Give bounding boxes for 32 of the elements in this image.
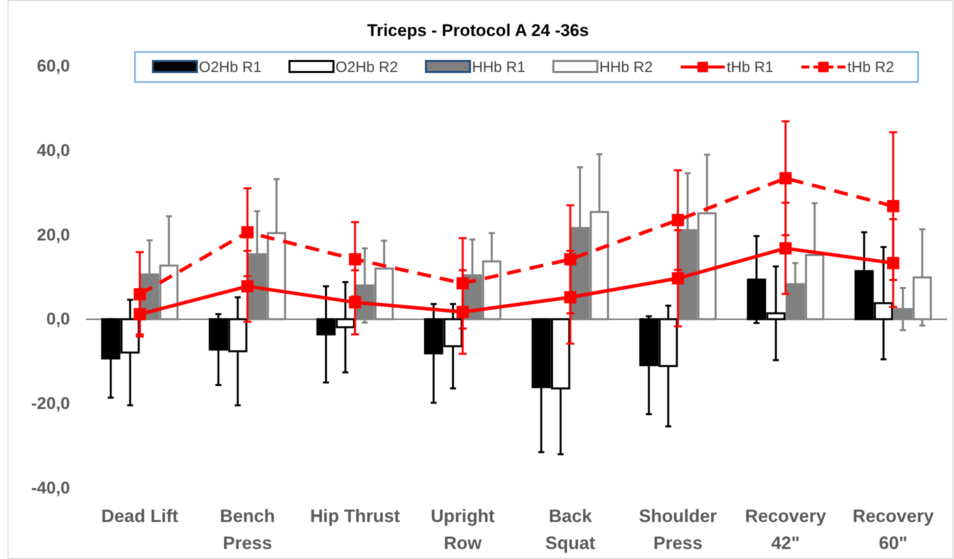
y-tick-label: -40,0	[31, 478, 70, 498]
point	[672, 272, 684, 284]
x-tick-label: Upright Row	[430, 506, 495, 553]
point	[887, 200, 900, 212]
y-tick-label: 60,0	[36, 56, 70, 76]
point	[564, 253, 576, 266]
legend-label: tHb R1	[726, 59, 774, 76]
point	[672, 214, 684, 226]
x-tick-label: Back Squat	[545, 506, 596, 553]
point	[241, 226, 254, 238]
legend-label: HHb R2	[599, 59, 653, 76]
legend-label: O2Hb R2	[335, 59, 398, 76]
point	[779, 242, 792, 254]
x-tick-label: Shoulder Press	[638, 506, 717, 553]
legend-label: HHb R1	[472, 59, 526, 76]
legend-label: tHb R2	[847, 59, 894, 76]
y-tick-label: 20,0	[36, 225, 70, 244]
point	[241, 280, 254, 292]
point	[134, 288, 146, 300]
x-tick-label: Dead Lift	[101, 506, 178, 526]
y-tick-label: -20,0	[31, 394, 70, 414]
y-tick-label: 40,0	[36, 140, 70, 160]
x-tick-label: Recovery 42"	[745, 506, 826, 553]
chart-title: Triceps - Protocol A 24 -36s	[367, 21, 589, 40]
x-tick-label: Bench Press	[220, 506, 275, 553]
point	[779, 172, 792, 184]
x-tick-label: Recovery 60"	[852, 506, 934, 553]
point	[456, 277, 469, 290]
y-tick-label: 0,0	[46, 310, 70, 329]
x-tick-label: Hip Thrust	[310, 506, 400, 526]
point	[348, 253, 362, 266]
legend-label: O2Hb R1	[198, 59, 262, 76]
